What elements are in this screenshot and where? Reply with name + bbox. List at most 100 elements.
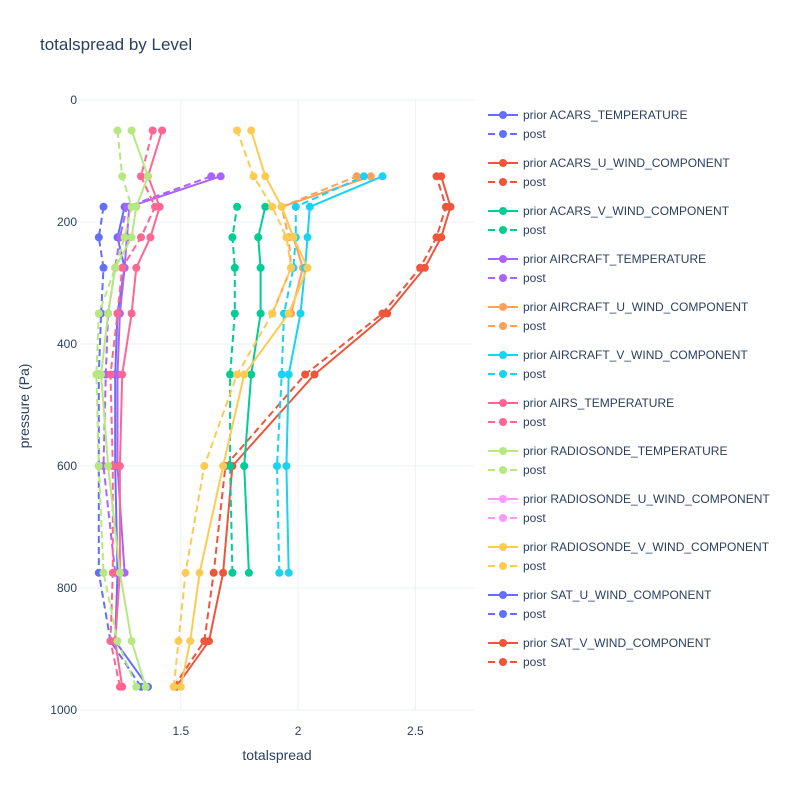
data-point (291, 202, 300, 211)
data-point (127, 202, 136, 211)
data-point (230, 263, 239, 272)
data-point (92, 370, 101, 379)
legend-label: prior AIRS_TEMPERATURE (523, 396, 674, 410)
data-point (282, 462, 291, 470)
data-point (284, 568, 293, 577)
data-point (99, 263, 108, 272)
legend-label: post (523, 559, 546, 573)
data-point (432, 172, 441, 181)
legend-marker (499, 255, 507, 263)
legend-label: prior AIRCRAFT_V_WIND_COMPONENT (523, 348, 748, 362)
data-point (378, 172, 387, 181)
legend-label: prior SAT_U_WIND_COMPONENT (523, 588, 712, 602)
data-point (115, 682, 124, 691)
legend-marker (499, 178, 507, 186)
series-line-aircraft_temperature-post (102, 175, 212, 573)
data-point (151, 202, 159, 211)
data-point (146, 233, 155, 242)
data-point (113, 126, 122, 135)
series-line-aircraft_temperature-prior (116, 175, 222, 573)
legend-item: prior RADIOSONDE_U_WIND_COMPONENT (488, 492, 770, 506)
legend-label: prior AIRCRAFT_U_WIND_COMPONENT (523, 300, 749, 314)
y-tick-label: 800 (57, 581, 77, 595)
data-point (94, 233, 103, 242)
legend-marker (499, 562, 507, 570)
legend-item: post (488, 319, 546, 333)
data-point (275, 568, 284, 577)
data-point (118, 263, 127, 272)
data-point (247, 370, 256, 379)
legend-label: prior ACARS_V_WIND_COMPONENT (523, 204, 730, 218)
data-point (113, 637, 122, 646)
legend-label: post (523, 127, 546, 141)
legend-marker (499, 514, 507, 522)
data-point (256, 309, 265, 318)
legend-marker (499, 418, 507, 426)
data-point (115, 462, 124, 470)
data-point (104, 309, 113, 318)
data-point (141, 682, 150, 691)
data-point (99, 202, 108, 211)
legend-label: post (523, 367, 546, 381)
data-point (284, 370, 293, 379)
data-point (181, 568, 190, 577)
legend-item: prior ACARS_V_WIND_COMPONENT (488, 204, 730, 218)
legend-marker (499, 207, 507, 215)
chart-title: totalspread by Level (40, 35, 192, 54)
legend-item: post (488, 607, 546, 621)
legend-marker (499, 658, 507, 666)
legend-item: prior AIRCRAFT_V_WIND_COMPONENT (488, 348, 748, 362)
x-tick-label: 1.5 (173, 724, 190, 738)
legend-marker (499, 447, 507, 455)
series-line-acars_u_wind_component-prior (175, 176, 452, 688)
data-point (273, 462, 281, 470)
legend-item: prior AIRCRAFT_TEMPERATURE (488, 252, 706, 266)
data-point (99, 568, 108, 577)
data-point (226, 462, 235, 470)
data-point (303, 263, 312, 272)
data-point (366, 172, 375, 181)
legend-item: prior ACARS_U_WIND_COMPONENT (488, 156, 730, 170)
legend-item: post (488, 223, 546, 237)
legend-marker (499, 322, 507, 330)
data-point (233, 370, 242, 379)
data-point (441, 202, 450, 211)
legend-marker (499, 495, 507, 503)
legend-label: prior RADIOSONDE_U_WIND_COMPONENT (523, 492, 770, 506)
data-point (233, 202, 242, 211)
y-tick-labels: 0 200 400 600 800 1000 (50, 93, 77, 717)
data-point (284, 309, 293, 318)
data-point (207, 172, 216, 181)
data-point (289, 233, 298, 242)
data-point (174, 637, 183, 646)
legend-item: post (488, 127, 546, 141)
y-axis-title: pressure (Pa) (16, 364, 32, 449)
data-point (169, 682, 178, 691)
data-point (226, 370, 235, 379)
data-point (310, 370, 319, 379)
legend-item: prior SAT_V_WIND_COMPONENT (488, 636, 711, 650)
data-point (352, 172, 361, 181)
data-point (94, 309, 103, 318)
x-tick-label: 2.5 (407, 724, 424, 738)
legend-marker (499, 274, 507, 282)
data-point (378, 309, 387, 318)
y-tick-label: 200 (57, 215, 77, 229)
legend-item: post (488, 367, 546, 381)
x-axis-title: totalspread (242, 747, 311, 763)
data-point (282, 233, 291, 242)
series-line-radiosonde_v_wind_component-post (172, 130, 293, 687)
y-tick-label: 0 (70, 93, 77, 107)
data-point (118, 370, 127, 379)
legend-item: post (488, 655, 546, 669)
data-point (303, 233, 312, 242)
data-point (104, 462, 113, 470)
data-point (277, 370, 286, 379)
data-point (247, 126, 256, 135)
legend-marker (499, 303, 507, 311)
x-tick-label: 2 (295, 724, 302, 738)
series-line-aircraft_v_wind_component-post (276, 175, 365, 573)
data-point (296, 309, 305, 318)
